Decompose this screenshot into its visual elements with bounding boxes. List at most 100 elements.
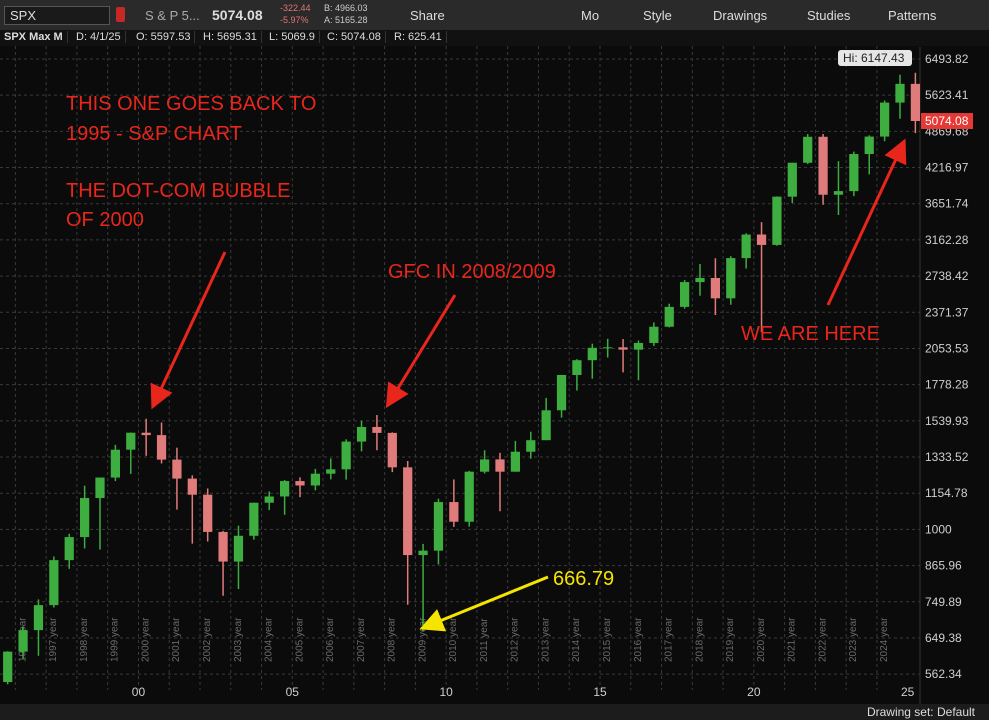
year-label: 2008 year	[387, 617, 398, 662]
candle-body	[910, 83, 920, 122]
high-badge	[838, 50, 912, 66]
candle-body	[341, 441, 351, 470]
annotation: THE DOT-COM BUBBLE	[66, 180, 290, 202]
candle-body	[110, 449, 120, 478]
footer: Drawing set: Default	[0, 704, 989, 720]
candle-body	[880, 102, 890, 137]
annotation: 666.79	[553, 568, 614, 590]
last-price-tag	[921, 113, 973, 130]
candle-body	[33, 605, 44, 631]
candle-body	[95, 477, 105, 499]
year-label: 2021 year	[787, 617, 798, 662]
studies-button[interactable]: Studies	[807, 8, 851, 23]
year-label: 2003 year	[233, 617, 244, 662]
year-label: 2010 year	[448, 617, 459, 662]
alert-icon	[116, 7, 125, 22]
patterns-button[interactable]: Patterns	[888, 8, 937, 23]
year-label: 2009 year	[417, 617, 428, 662]
y-tick-label: 2053.53	[925, 341, 969, 355]
year-label: 2023 year	[848, 617, 859, 662]
year-label: 2024 year	[879, 617, 890, 662]
year-label: 2020 year	[756, 617, 767, 662]
candle-body	[572, 360, 582, 375]
year-label: 2018 year	[694, 617, 705, 662]
y-tick-label: 1778.28	[925, 378, 969, 392]
candle-body	[756, 234, 767, 245]
candle-body	[326, 469, 336, 474]
y-tick-label: 6493.82	[925, 52, 969, 66]
year-label: 2000 year	[140, 617, 151, 662]
candle-body	[895, 83, 905, 103]
year-label: 2014 year	[571, 617, 582, 662]
arrow	[419, 575, 549, 632]
arrow	[150, 251, 227, 410]
candle-body	[3, 651, 13, 683]
y-tick-label: 649.38	[925, 631, 962, 645]
annotation: WE ARE HERE	[741, 323, 880, 345]
year-label: 2013 year	[540, 617, 551, 662]
x-tick-label: 00	[132, 685, 146, 699]
candle-body	[464, 471, 474, 522]
candle-body	[587, 347, 597, 361]
candle-body	[126, 432, 136, 450]
y-tick-label: 562.34	[925, 667, 962, 681]
year-label: 1999 year	[110, 617, 121, 662]
info-item: C: 5074.08	[323, 31, 386, 43]
high-label: Hi: 6147.43	[843, 51, 905, 65]
last-price: 5074.08	[212, 7, 263, 23]
style-button[interactable]: Style	[643, 8, 672, 23]
candle-body	[18, 630, 28, 652]
year-label: 2007 year	[356, 617, 367, 662]
candle-body	[356, 426, 367, 442]
x-tick-label: 10	[439, 685, 453, 699]
description: S & P 5...	[145, 8, 200, 23]
drawing-set[interactable]: Drawing set: Default	[866, 705, 975, 719]
candle-body	[295, 481, 305, 486]
candle-body	[433, 502, 444, 551]
symbol[interactable]: SPX	[10, 8, 37, 23]
y-tick-label: 1000	[925, 522, 952, 536]
year-label: 1997 year	[48, 617, 59, 662]
candle-body	[480, 459, 490, 472]
candle-body	[372, 426, 382, 433]
y-tick-label: 3651.74	[925, 197, 969, 211]
drawings-button[interactable]: Drawings	[713, 8, 768, 23]
y-tick-label: 865.96	[925, 559, 962, 573]
timeframe-button[interactable]: Mo	[581, 8, 600, 23]
last-price-label: 5074.08	[925, 114, 969, 128]
candle-body	[172, 459, 182, 479]
candle-body	[541, 410, 551, 441]
candle-body	[741, 234, 751, 259]
year-label: 2011 year	[479, 618, 490, 662]
candle-body	[264, 496, 274, 503]
y-tick-label: 1154.78	[925, 486, 968, 500]
x-tick-label: 15	[593, 685, 607, 699]
candle-body	[695, 277, 705, 283]
candle-body	[649, 326, 659, 343]
candle-body	[310, 473, 320, 486]
year-label: 2002 year	[202, 617, 213, 662]
info-item: D: 4/1/25	[72, 31, 126, 43]
candle-body	[80, 498, 90, 538]
candle-body	[803, 136, 813, 163]
info-bar: SPX Max M D: 4/1/25 O: 5597.53 H: 5695.3…	[0, 30, 989, 46]
candle-body	[526, 440, 536, 452]
candle-body	[726, 258, 736, 299]
candle-body	[233, 535, 244, 562]
arrow	[826, 138, 907, 306]
share-button[interactable]: Share	[410, 8, 445, 23]
info-item: R: 625.41	[390, 31, 447, 43]
year-label: 2016 year	[633, 617, 644, 662]
chart: 562.34649.38749.89865.9610001154.781333.…	[0, 46, 973, 704]
annotation: 1995 - S&P CHART	[66, 123, 242, 145]
annotation: OF 2000	[66, 209, 144, 231]
y-tick-label: 2371.37	[925, 305, 969, 319]
candle-body	[710, 277, 720, 299]
toolbar: SPX S & P 5... 5074.08 -322.44 -5.97% B:…	[0, 0, 989, 31]
candle-body	[680, 282, 690, 307]
candle-body	[156, 435, 167, 460]
symbol-box[interactable]	[4, 6, 110, 25]
candle-body	[772, 196, 782, 245]
bid: B: 4966.03	[324, 3, 368, 13]
